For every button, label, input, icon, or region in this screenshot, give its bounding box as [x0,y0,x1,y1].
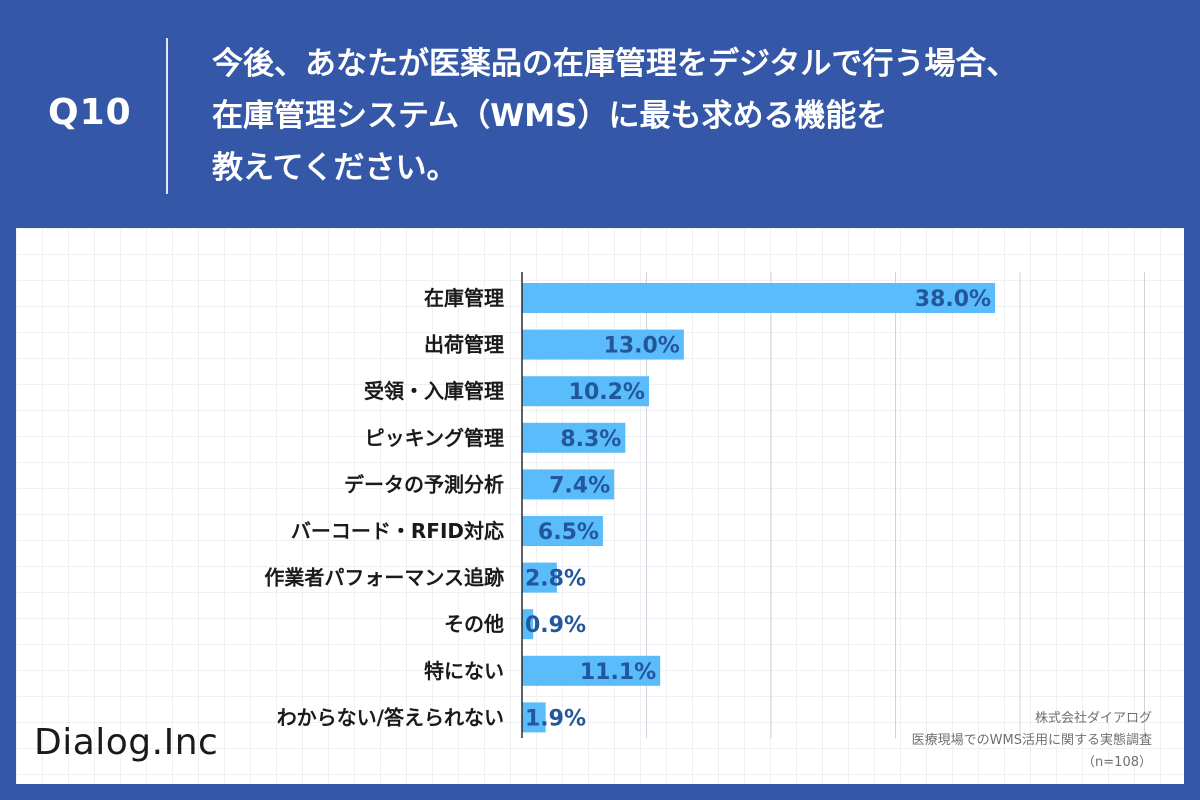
value-label: 38.0% [915,287,991,312]
category-label: 受領・入庫管理 [364,379,504,403]
value-label: 8.3% [560,427,621,452]
source-line: 株式会社ダイアログ [1034,711,1152,726]
category-label: その他 [444,612,504,636]
value-label: 0.9% [525,613,586,638]
question-number: Q10 [48,92,132,133]
header-divider [166,38,168,194]
chart-panel: 在庫管理 38.0% 出荷管理 13.0% 受領・入庫管理 10.2% ピッキング管理 8.3… [16,228,1184,784]
bar [522,469,615,500]
source-line: （n=108） [1082,755,1152,770]
category-label: わからない/答えられない [277,705,504,729]
category-label: 特にない [424,659,504,683]
category-label: データの予測分析 [344,472,504,496]
question-line: 在庫管理システム（WMS）に最も求める機能を [212,98,888,134]
bar [522,516,603,546]
bar [522,609,534,640]
bar [522,376,649,407]
question-line: 今後、あなたが医薬品の在庫管理をデジタルで行う場合、 [212,46,1018,82]
bar [522,283,996,313]
source-line: 医療現場でのWMS活用に関する実態調査 [911,733,1152,748]
bar [522,562,557,593]
value-label: 13.0% [604,334,680,359]
category-label: バーコード・RFID対応 [291,519,504,543]
value-label: 10.2% [569,380,645,405]
question-header: Q10 今後、あなたが医薬品の在庫管理をデジタルで行う場合、 在庫管理システム（… [0,0,1200,228]
company-logo: Dialog.Inc [34,722,219,763]
bar-chart: 在庫管理 38.0% 出荷管理 13.0% 受領・入庫管理 10.2% ピッキング管理 8.3… [264,272,1145,738]
question-text: 今後、あなたが医薬品の在庫管理をデジタルで行う場合、 在庫管理システム（WMS）… [212,38,1172,194]
bar [522,702,546,733]
bar [522,655,661,686]
value-label: 6.5% [538,520,599,545]
category-label: 作業者パフォーマンス追跡 [264,566,504,590]
bar [522,329,684,360]
source-note: 株式会社ダイアログ 医療現場でのWMS活用に関する実態調査 （n=108） [912,708,1152,774]
category-label: ピッキング管理 [365,426,504,450]
question-line: 教えてください。 [212,150,458,186]
value-label: 7.4% [549,473,610,498]
value-label: 2.8% [525,567,586,592]
bar [522,422,626,453]
category-label: 出荷管理 [424,333,504,357]
category-label: 在庫管理 [424,286,504,310]
value-label: 1.9% [525,706,586,731]
value-label: 11.1% [580,660,656,685]
